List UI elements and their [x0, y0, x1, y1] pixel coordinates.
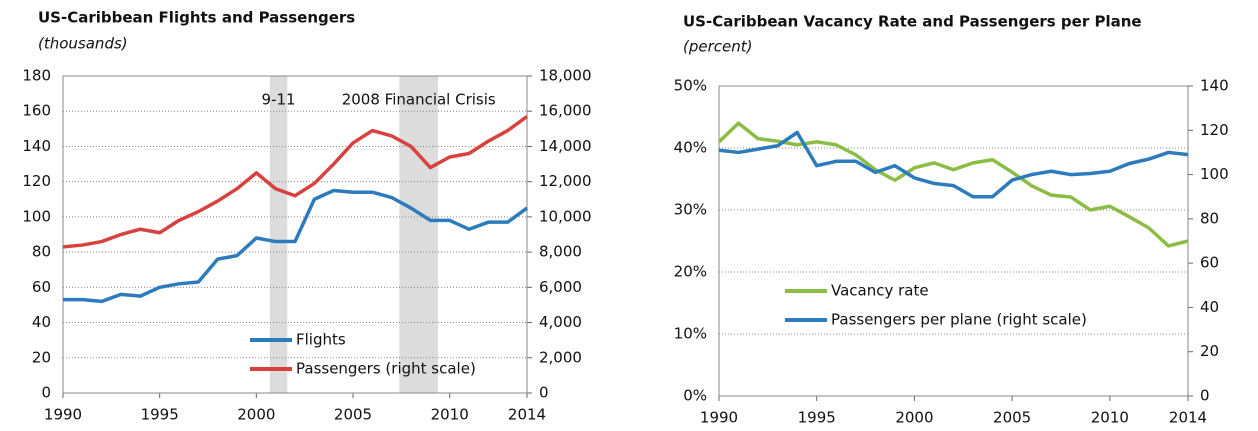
period-label: 9-11 [262, 91, 296, 109]
y2-tick-label: 10,000 [539, 207, 592, 225]
x-tick-label: 1990 [700, 409, 738, 427]
series-line [63, 188, 529, 304]
y2-tick-label: 18,000 [539, 67, 592, 85]
x-tick-label: 1990 [44, 406, 82, 424]
y-tick-label: 10% [674, 325, 707, 343]
shaded-period [269, 76, 288, 393]
series-line [62, 115, 529, 249]
chart-title: US-Caribbean Flights and Passengers [38, 9, 355, 27]
y2-tick-label: 140 [1200, 77, 1229, 95]
y-tick-label: 0 [41, 384, 51, 402]
legend-label: Passengers (right scale) [296, 360, 476, 378]
y-tick-label: 20 [32, 348, 51, 366]
x-tick-label: 2010 [431, 406, 469, 424]
chart-title: US-Caribbean Vacancy Rate and Passengers… [683, 13, 1142, 31]
y-tick-label: 30% [674, 201, 707, 219]
x-tick-label: 2010 [1091, 409, 1129, 427]
y-tick-label: 40% [674, 139, 707, 157]
plot-frame [62, 75, 528, 394]
x-tick-label: 2014 [1169, 409, 1207, 427]
chart-subtitle: (thousands) [38, 35, 128, 53]
y2-tick-label: 8,000 [539, 243, 582, 261]
y-tick-label: 100 [22, 207, 51, 225]
y2-tick-label: 12,000 [539, 172, 592, 190]
x-tick-label: 2005 [334, 406, 372, 424]
y2-tick-label: 0 [1200, 387, 1210, 405]
x-tick-label: 2000 [237, 406, 275, 424]
x-tick-label: 2005 [993, 409, 1031, 427]
y2-tick-label: 100 [1200, 165, 1229, 183]
y2-tick-label: 80 [1200, 209, 1219, 227]
y2-tick-label: 4,000 [539, 313, 582, 331]
x-tick-label: 2000 [895, 409, 933, 427]
x-tick-label: 1995 [798, 409, 836, 427]
y-tick-label: 180 [22, 67, 51, 85]
legend-label: Vacancy rate [831, 282, 929, 300]
x-tick-label: 2014 [508, 406, 546, 424]
y2-tick-label: 120 [1200, 121, 1229, 139]
y-tick-label: 60 [32, 278, 51, 296]
y-tick-label: 140 [22, 137, 51, 155]
y2-tick-label: 0 [539, 384, 549, 402]
y-tick-label: 0% [683, 387, 707, 405]
y2-tick-label: 60 [1200, 254, 1219, 272]
series-line [718, 130, 1189, 199]
y-tick-label: 80 [32, 243, 51, 261]
chart-subtitle: (percent) [683, 38, 753, 56]
y2-tick-label: 16,000 [539, 102, 592, 120]
legend-label: Flights [296, 331, 346, 349]
period-label: 2008 Financial Crisis [342, 91, 496, 109]
plot-frame [718, 85, 1189, 397]
y2-tick-label: 40 [1200, 298, 1219, 316]
y2-tick-label: 20 [1200, 342, 1219, 360]
y-tick-label: 20% [674, 263, 707, 281]
series-line [717, 121, 1189, 248]
y-tick-label: 40 [32, 313, 51, 331]
y-tick-label: 120 [22, 172, 51, 190]
y-tick-label: 160 [22, 102, 51, 120]
y2-tick-label: 2,000 [539, 348, 582, 366]
shaded-period [399, 76, 439, 393]
legend-label: Passengers per plane (right scale) [831, 311, 1087, 329]
y2-tick-label: 6,000 [539, 278, 582, 296]
x-tick-label: 1995 [141, 406, 179, 424]
y-tick-label: 50% [674, 77, 707, 95]
y2-tick-label: 14,000 [539, 137, 592, 155]
